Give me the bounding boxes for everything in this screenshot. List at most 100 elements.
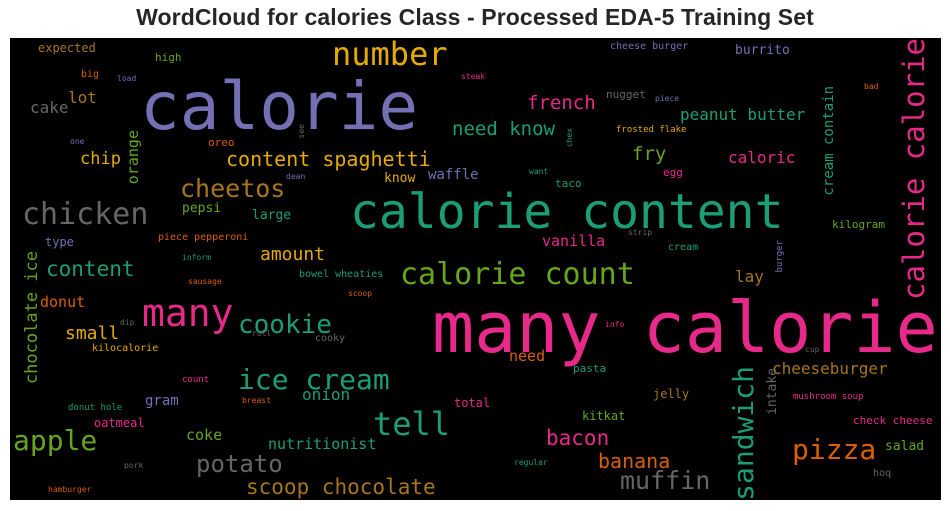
word-regular: regular xyxy=(514,458,548,467)
word-lot: lot xyxy=(68,88,97,107)
word-coke: coke xyxy=(186,426,223,444)
word-caloric: caloric xyxy=(728,148,796,167)
wordcloud-canvas: many calorie calorie calorie content calori… xyxy=(10,38,941,500)
word-calorie-content: calorie content xyxy=(350,184,784,240)
word-large: large xyxy=(252,208,292,223)
word-cooky: cooky xyxy=(315,333,346,344)
word-need-know: need know xyxy=(452,118,555,140)
word-check-cheese: check cheese xyxy=(853,414,933,427)
word-chicken: chicken xyxy=(22,197,149,232)
word-jelly: jelly xyxy=(653,387,690,401)
word-french: french xyxy=(527,92,596,114)
word-waffle: waffle xyxy=(428,167,479,183)
word-load: load xyxy=(117,74,137,83)
word-taco: taco xyxy=(555,177,582,190)
word-cream: cream xyxy=(668,242,699,253)
word-know: know xyxy=(384,171,416,186)
word-calorie-count: calorie count xyxy=(400,257,635,292)
word-chip: chip xyxy=(80,149,121,169)
word-bacon: bacon xyxy=(546,426,610,450)
word-potato: potato xyxy=(196,450,283,478)
word-dean: dean xyxy=(286,172,306,181)
word-bad: bad xyxy=(864,82,879,91)
word-vanilla: vanilla xyxy=(542,232,606,250)
word-roll: roll xyxy=(252,329,272,338)
word-oatmeal: oatmeal xyxy=(94,416,145,430)
word-calorie: calorie xyxy=(140,68,419,145)
word-burrito: burrito xyxy=(735,43,790,58)
word-amount: amount xyxy=(260,244,326,265)
word-orange: orange xyxy=(124,130,142,185)
word-dip: dip xyxy=(120,318,135,327)
word-cookie: cookie xyxy=(238,310,332,340)
word-inform: inform xyxy=(182,253,211,262)
word-high: high xyxy=(155,51,182,64)
word-cheetos: cheetos xyxy=(180,174,286,203)
word-bowel-wheaties: bowel wheaties xyxy=(299,269,384,280)
word-expected: expected xyxy=(38,41,96,55)
word-mushroom-soup: mushroom soup xyxy=(793,392,864,402)
word-total: total xyxy=(454,396,491,410)
word-scoop: scoop xyxy=(348,289,373,298)
word-nugget: nugget xyxy=(606,88,646,101)
word-cup: cup xyxy=(805,345,820,354)
word-peanut-butter: peanut butter xyxy=(680,105,806,124)
word-burger: burger xyxy=(775,240,785,273)
word-pepsi: pepsi xyxy=(182,201,222,216)
word-sausage: sausage xyxy=(188,277,222,286)
word-sandwich: sandwich xyxy=(727,366,760,500)
word-ice-cream: ice cream xyxy=(238,363,390,396)
word-oreo: oreo xyxy=(208,136,235,149)
word-donut-hole: donut hole xyxy=(68,403,123,413)
word-frosted-flake: frosted flake xyxy=(616,125,687,135)
word-egg: egg xyxy=(663,166,683,179)
word-pasta: pasta xyxy=(573,362,607,375)
word-cream-contain: cream contain xyxy=(821,86,837,196)
word-scoop-chocolate: scoop chocolate xyxy=(246,475,436,499)
word-banana: banana xyxy=(598,449,671,473)
word-content-spaghetti: content spaghetti xyxy=(226,147,431,171)
word-steak: steak xyxy=(461,72,486,81)
word-small: small xyxy=(65,323,120,344)
word-calorie-calorie: calorie calorie xyxy=(897,38,931,300)
word-cheeseburger: cheeseburger xyxy=(772,359,888,378)
word-strip: strip xyxy=(628,228,653,237)
word-see: see xyxy=(297,124,306,139)
word-gram: gram xyxy=(145,393,179,409)
word-cake: cake xyxy=(30,98,69,117)
word-many-calorie: many calorie xyxy=(432,287,938,369)
word-pork: pork xyxy=(124,461,144,470)
word-donut: donut xyxy=(40,293,86,311)
word-content: content xyxy=(46,257,135,281)
word-breast: breast xyxy=(242,396,271,405)
word-many: many xyxy=(142,291,234,335)
word-big: big xyxy=(81,69,100,80)
word-cheese-burger: cheese burger xyxy=(610,41,689,52)
word-lay: lay xyxy=(735,267,764,286)
word-chocolate-ice: chocolate ice xyxy=(22,251,42,385)
word-onion: onion xyxy=(302,385,351,404)
word-type: type xyxy=(45,235,74,249)
word-chex: chex xyxy=(565,128,574,148)
word-piece-pepperoni: piece pepperoni xyxy=(158,232,249,243)
chart-title: WordCloud for calories Class - Processed… xyxy=(136,4,814,30)
word-tell: tell xyxy=(373,405,451,443)
word-kilocalorie: kilocalorie xyxy=(92,343,159,354)
word-want: want xyxy=(529,167,549,176)
word-hoq: hoq xyxy=(873,468,892,479)
word-salad: salad xyxy=(885,439,925,454)
word-nutritionist: nutritionist xyxy=(268,435,377,453)
word-kilogram: kilogram xyxy=(832,218,885,231)
word-need: need xyxy=(509,347,546,365)
word-info: info xyxy=(605,320,625,329)
word-piece: piece xyxy=(655,94,680,103)
word-number: number xyxy=(332,38,448,73)
word-muffin: muffin xyxy=(620,466,711,495)
word-one: one xyxy=(70,137,85,146)
word-count: count xyxy=(182,375,210,385)
word-kitkat: kitkat xyxy=(582,409,626,423)
word-fry: fry xyxy=(632,143,667,165)
word-pizza: pizza xyxy=(792,433,877,466)
word-intake: intake xyxy=(765,368,780,415)
word-hamburger: hamburger xyxy=(48,485,92,494)
